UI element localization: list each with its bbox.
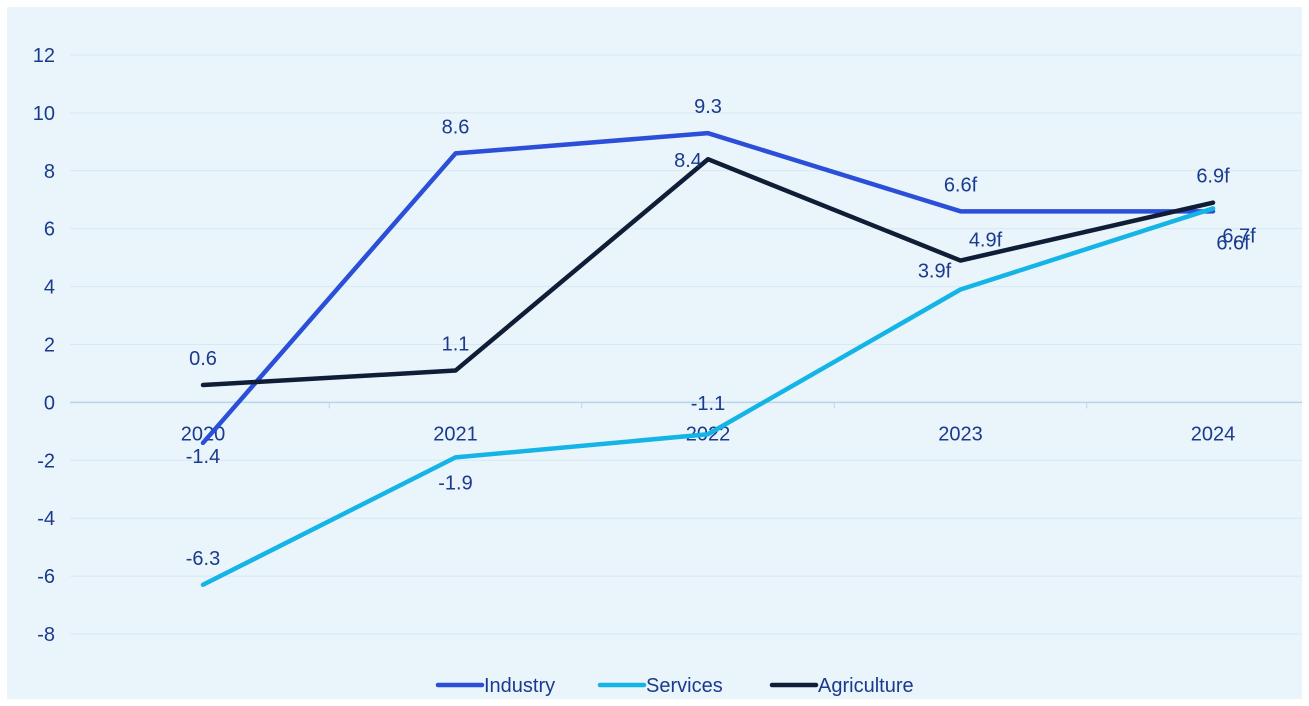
data-label-agriculture: 0.6 xyxy=(189,348,217,370)
y-tick-label: -4 xyxy=(37,508,55,530)
data-label-industry: 8.6 xyxy=(442,116,470,138)
series-line-industry xyxy=(200,130,1216,446)
y-tick-label: 0 xyxy=(44,392,55,414)
data-label-services: 6.7f xyxy=(1222,225,1256,247)
data-label-services: 3.9f xyxy=(918,260,952,282)
data-label-agriculture: 8.4 xyxy=(674,150,702,172)
y-tick-label: -8 xyxy=(37,624,55,646)
data-label-agriculture: 4.9f xyxy=(969,230,1003,252)
x-tick-label: 2024 xyxy=(1191,423,1236,445)
gridlines xyxy=(70,54,1302,635)
legend: Industry Services Agriculture xyxy=(435,675,914,697)
y-tick-label: 4 xyxy=(44,277,55,299)
data-label-industry: 9.3 xyxy=(694,96,722,118)
data-label-services: -1.9 xyxy=(438,472,472,494)
legend-label-industry: Industry xyxy=(484,675,555,697)
x-axis-ticks: 2020 2021 2022 2023 2024 xyxy=(181,423,1236,445)
y-tick-label: 2 xyxy=(44,335,55,357)
y-tick-label: 12 xyxy=(33,45,55,67)
y-tick-label: -2 xyxy=(37,450,55,472)
y-tick-label: 10 xyxy=(33,103,55,125)
data-labels: -1.4 8.6 9.3 6.6f 6.6f -6.3 -1.9 -1.1 3.9f 6.7f 0.… xyxy=(186,96,1256,570)
data-label-agriculture: 1.1 xyxy=(442,334,470,356)
series-line-services xyxy=(200,206,1216,588)
y-tick-label: -6 xyxy=(37,566,55,588)
data-label-industry: 6.6f xyxy=(944,174,978,196)
data-label-industry: -1.4 xyxy=(186,446,220,468)
series-line-agriculture xyxy=(200,156,1216,388)
x-tick-label: 2023 xyxy=(938,423,983,445)
y-tick-label: 8 xyxy=(44,161,55,183)
chart-area: -8 -6 -4 -2 0 2 4 6 8 10 12 2020 2021 2022 2023 2024 -… xyxy=(7,7,1302,699)
data-label-services: -1.1 xyxy=(691,393,725,415)
legend-label-services: Services xyxy=(646,675,723,697)
legend-label-agriculture: Agriculture xyxy=(818,675,914,697)
data-label-agriculture: 6.9f xyxy=(1196,166,1230,188)
x-tick-label: 2021 xyxy=(433,423,478,445)
y-axis-ticks: -8 -6 -4 -2 0 2 4 6 8 10 12 xyxy=(33,45,55,646)
data-label-services: -6.3 xyxy=(186,548,220,570)
series-lines xyxy=(200,130,1216,588)
data-label-industry: 6.6f xyxy=(1216,232,1250,254)
y-tick-label: 6 xyxy=(44,219,55,241)
